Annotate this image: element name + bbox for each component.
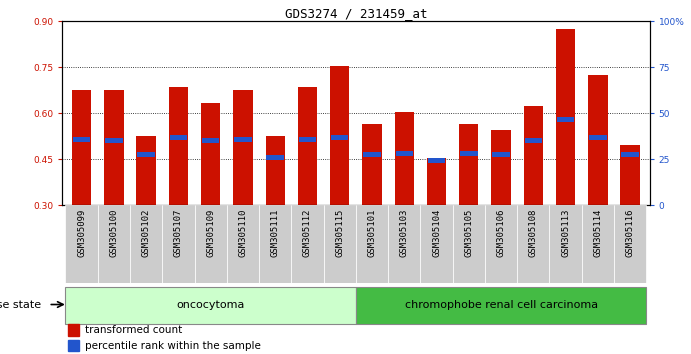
Bar [491,130,511,205]
Text: GSM305109: GSM305109 [206,209,215,257]
Bar [104,90,124,205]
Bar [169,87,188,205]
Text: transformed count: transformed count [84,325,182,335]
Bar [138,152,155,157]
Text: GSM305105: GSM305105 [464,209,473,257]
Text: disease state: disease state [0,299,41,309]
Bar [363,152,381,157]
Bar [130,205,162,283]
Text: chromophobe renal cell carcinoma: chromophobe renal cell carcinoma [404,299,598,309]
Bar [201,103,220,205]
Bar [524,105,543,205]
Text: GSM305101: GSM305101 [368,209,377,257]
Text: percentile rank within the sample: percentile rank within the sample [84,341,261,351]
Bar [427,158,446,205]
Bar [136,136,155,205]
Bar [589,135,607,140]
Bar [66,287,356,324]
Bar [298,87,317,205]
Text: GSM305115: GSM305115 [335,209,344,257]
Bar [259,205,292,283]
Bar [323,205,356,283]
Bar [621,145,640,205]
Bar [485,205,518,283]
Bar [299,137,316,142]
Bar [395,151,413,156]
Bar [162,205,194,283]
Bar [614,205,646,283]
Bar [68,340,79,352]
Text: GSM305103: GSM305103 [400,209,409,257]
Bar [388,205,420,283]
Bar [170,135,187,140]
Bar [68,324,79,336]
Bar [356,287,646,324]
Text: GSM305112: GSM305112 [303,209,312,257]
Text: GSM305113: GSM305113 [561,209,570,257]
Bar [194,205,227,283]
Bar [557,117,574,122]
Bar [395,112,414,205]
Bar [493,152,510,157]
Bar [73,137,91,142]
Bar [459,124,478,205]
Bar [202,138,219,143]
Text: GSM305114: GSM305114 [594,209,603,257]
Bar [331,135,348,140]
Text: GSM305116: GSM305116 [625,209,634,257]
Bar [66,205,97,283]
Bar [72,90,91,205]
Bar [453,205,485,283]
Bar [267,155,284,160]
Bar [549,205,582,283]
Bar [292,205,323,283]
Bar [265,136,285,205]
Text: GSM305108: GSM305108 [529,209,538,257]
Bar [428,158,445,163]
Bar [420,205,453,283]
Text: GSM305100: GSM305100 [109,209,118,257]
Text: GSM305110: GSM305110 [238,209,247,257]
Bar [588,75,607,205]
Text: GSM305106: GSM305106 [497,209,506,257]
Text: GSM305099: GSM305099 [77,209,86,257]
Bar [518,205,549,283]
Text: oncocytoma: oncocytoma [176,299,245,309]
Bar [362,124,381,205]
Bar [524,138,542,143]
Bar [356,205,388,283]
Text: GSM305107: GSM305107 [174,209,183,257]
Text: GSM305111: GSM305111 [271,209,280,257]
Bar [582,205,614,283]
Bar [330,66,350,205]
Bar [234,137,252,142]
Bar [227,205,259,283]
Bar [234,90,253,205]
Bar [97,205,130,283]
Title: GDS3274 / 231459_at: GDS3274 / 231459_at [285,7,427,20]
Text: GSM305104: GSM305104 [432,209,441,257]
Bar [105,138,122,143]
Bar [460,151,477,156]
Bar [621,152,639,157]
Bar [556,29,576,205]
Text: GSM305102: GSM305102 [142,209,151,257]
